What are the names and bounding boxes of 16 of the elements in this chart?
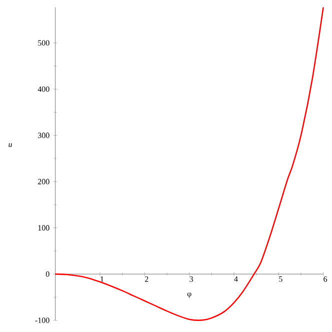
line-series [54,6,324,321]
y-tick-label: 200 [38,178,50,184]
x-tick-label: 1 [100,276,104,282]
y-tick-label: 300 [38,132,50,138]
x-tick-label: 5 [279,276,282,282]
x-axis-title: φ [187,292,192,298]
x-tick-label: 4 [234,276,238,282]
y-tick-label: -100 [35,318,50,323]
x-tick-label: 2 [144,276,148,282]
x-tick-label: 6 [324,276,328,282]
y-axis-title: u [8,143,12,147]
y-tick-label: 400 [38,86,50,92]
y-tick-label: 100 [38,225,50,231]
y-tick-label: 0 [46,271,50,277]
y-tick-label: 500 [38,40,50,46]
x-tick-label: 3 [190,276,193,282]
